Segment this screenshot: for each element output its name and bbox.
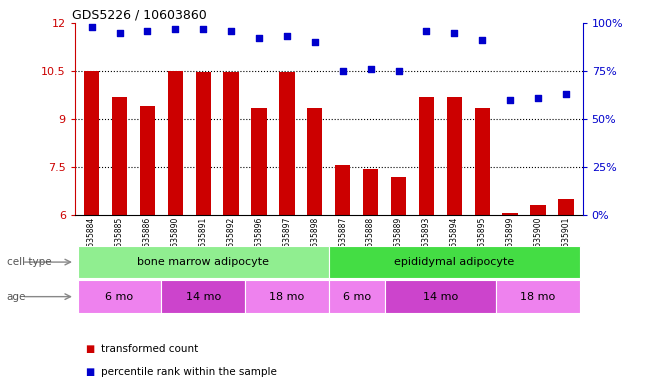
Point — [198, 26, 208, 32]
Bar — [84, 71, 99, 215]
Bar — [251, 108, 267, 215]
FancyBboxPatch shape — [245, 280, 329, 313]
Text: epididymal adipocyte: epididymal adipocyte — [394, 257, 514, 267]
Bar — [475, 108, 490, 215]
Bar — [363, 169, 378, 215]
FancyBboxPatch shape — [161, 280, 245, 313]
Bar — [112, 97, 127, 215]
Bar — [558, 199, 574, 215]
Point — [449, 30, 460, 36]
Point — [505, 97, 516, 103]
Bar — [391, 177, 406, 215]
Point — [310, 39, 320, 45]
Text: 6 mo: 6 mo — [342, 291, 370, 302]
Point — [393, 68, 404, 74]
Bar — [195, 72, 211, 215]
Bar — [419, 97, 434, 215]
FancyBboxPatch shape — [329, 280, 385, 313]
FancyBboxPatch shape — [385, 280, 496, 313]
Point — [226, 28, 236, 34]
Text: cell type: cell type — [7, 257, 51, 267]
Bar — [140, 106, 155, 215]
Bar — [223, 72, 239, 215]
FancyBboxPatch shape — [77, 246, 329, 278]
Point — [115, 30, 125, 36]
Text: GDS5226 / 10603860: GDS5226 / 10603860 — [72, 9, 207, 22]
Text: 6 mo: 6 mo — [105, 291, 133, 302]
Bar — [447, 97, 462, 215]
Text: transformed count: transformed count — [101, 344, 198, 354]
Bar — [503, 214, 518, 215]
Text: 14 mo: 14 mo — [422, 291, 458, 302]
Point — [142, 28, 152, 34]
Text: 18 mo: 18 mo — [520, 291, 556, 302]
Text: 14 mo: 14 mo — [186, 291, 221, 302]
Point — [337, 68, 348, 74]
Point — [421, 28, 432, 34]
Point — [561, 91, 571, 97]
Point — [170, 26, 180, 32]
Bar — [168, 71, 183, 215]
Text: ■: ■ — [85, 367, 94, 377]
Text: age: age — [7, 291, 26, 302]
Point — [87, 24, 97, 30]
Text: ■: ■ — [85, 344, 94, 354]
Point — [254, 35, 264, 41]
Text: 18 mo: 18 mo — [270, 291, 305, 302]
Point — [365, 66, 376, 72]
Bar — [335, 166, 350, 215]
Point — [282, 33, 292, 40]
FancyBboxPatch shape — [329, 246, 580, 278]
Text: percentile rank within the sample: percentile rank within the sample — [101, 367, 277, 377]
Bar — [531, 205, 546, 215]
Text: bone marrow adipocyte: bone marrow adipocyte — [137, 257, 270, 267]
Bar — [307, 108, 322, 215]
Point — [533, 95, 543, 101]
FancyBboxPatch shape — [496, 280, 580, 313]
Bar — [279, 72, 294, 215]
Point — [477, 37, 488, 43]
FancyBboxPatch shape — [77, 280, 161, 313]
